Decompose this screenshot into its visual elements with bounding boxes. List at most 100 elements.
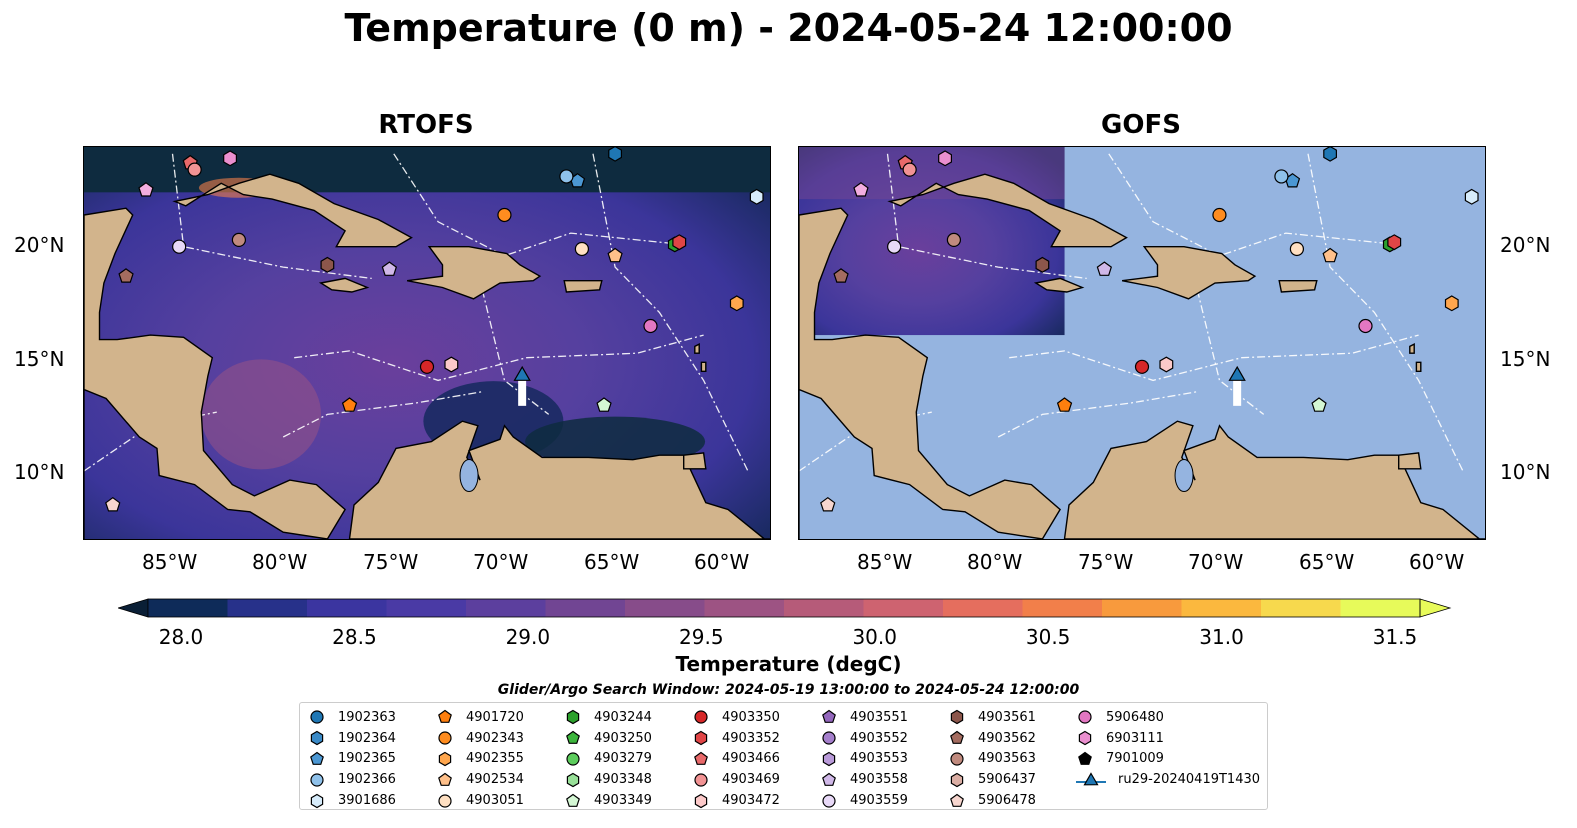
colorbar-tick-label: 31.0 — [1199, 625, 1244, 649]
pentagon-icon — [822, 772, 836, 786]
marker-5906480 — [1358, 318, 1373, 334]
legend-label: 4903469 — [722, 772, 780, 788]
marker-4903349 — [1311, 397, 1327, 412]
circle-icon — [438, 793, 452, 808]
legend-marker — [822, 772, 836, 786]
marker-4902534 — [1322, 247, 1338, 263]
legend-label: 4903562 — [978, 730, 1036, 746]
marker-4903051 — [1289, 241, 1305, 257]
eez-boundary — [282, 391, 483, 438]
colorbar-frame — [147, 598, 1421, 618]
legend-label: 4903551 — [850, 709, 908, 725]
legend-entry: 1902366 — [308, 769, 396, 790]
hexagon-icon — [694, 730, 708, 746]
legend-entry: 4903348 — [564, 769, 652, 790]
legend-label: 1902365 — [338, 751, 396, 767]
legend-entry: 1902365 — [308, 749, 396, 770]
colorbar-tick-label: 30.5 — [1025, 625, 1071, 649]
colorbar-bin — [148, 599, 228, 617]
marker-4903472 — [444, 356, 459, 373]
colorbar-bin — [307, 599, 387, 617]
legend-label: 3901686 — [338, 793, 396, 809]
marker-4903352 — [672, 234, 687, 251]
legend-marker — [950, 730, 964, 745]
colorbar — [116, 597, 1452, 623]
legend-label: 5906480 — [1106, 709, 1164, 725]
colorbar-extend-max — [1419, 598, 1452, 618]
legend-marker — [694, 730, 708, 746]
colorbar-bin — [784, 599, 864, 617]
legend-column: 4901720 4902343 4902355 4902534 4903051 — [436, 707, 524, 811]
eez-boundary — [886, 153, 1087, 280]
marker-4903558 — [381, 261, 398, 276]
pentagon-icon — [694, 751, 708, 765]
legend-entry: 3901686 — [308, 790, 396, 811]
lat-tick-label: 10°N — [14, 460, 65, 484]
marker-4903561 — [1035, 256, 1050, 273]
colorbar-bin — [943, 599, 1023, 617]
legend-label: 4903250 — [594, 730, 652, 746]
pentagon-icon — [310, 751, 324, 765]
land-mass — [1063, 420, 1485, 539]
legend-column: 4903551 4903552 4903553 4903558 4903559 — [820, 707, 908, 811]
lon-tick-label: 70°W — [473, 550, 529, 574]
map-panel-rtofs[interactable] — [83, 146, 771, 540]
legend-entry: 4903558 — [820, 769, 908, 790]
eez-boundary — [481, 289, 550, 415]
legend-label: 4903472 — [722, 793, 780, 809]
colorbar-bin — [863, 599, 944, 617]
colorbar-tick-label: 29.0 — [505, 625, 551, 649]
legend-entry: 1902364 — [308, 728, 396, 749]
legend-label: 4903561 — [978, 709, 1036, 725]
legend-marker — [822, 731, 836, 745]
land-mass — [406, 245, 542, 300]
legend-marker — [1078, 751, 1092, 765]
legend-marker — [822, 793, 836, 808]
marker-4902355 — [1444, 295, 1459, 312]
marker-4903350 — [1134, 359, 1150, 374]
pentagon-icon — [566, 793, 580, 807]
colorbar-bin — [1261, 599, 1341, 617]
map-panel-gofs[interactable] — [798, 146, 1486, 540]
glider-marker — [513, 365, 531, 381]
legend-marker — [566, 710, 580, 725]
lon-tick-label: 65°W — [1299, 550, 1355, 574]
circle-icon — [950, 752, 964, 766]
lon-tick-label: 80°W — [967, 550, 1023, 574]
colorbar-bin — [386, 599, 467, 617]
circle-icon — [566, 752, 580, 766]
legend-label: 1902364 — [338, 730, 396, 746]
legend-label: 4903350 — [722, 709, 780, 725]
lon-tick-label: 75°W — [363, 550, 419, 574]
legend-marker — [1078, 730, 1092, 746]
marker-4903562 — [118, 268, 134, 283]
circle-icon — [310, 710, 324, 724]
colorbar-bin — [227, 599, 308, 617]
land-mass — [683, 452, 707, 470]
legend-column: 4903244 4903250 4903279 4903348 4903349 — [564, 707, 652, 811]
circle-icon — [1078, 710, 1092, 724]
hexagon-icon — [822, 751, 836, 767]
land-mass — [694, 342, 700, 354]
marker-4903349 — [596, 397, 612, 412]
eez-boundary — [1196, 289, 1265, 415]
hexagon-icon — [310, 793, 324, 808]
marker-4903472 — [1159, 356, 1174, 373]
legend-marker — [438, 772, 452, 786]
marker-6903111 — [938, 150, 952, 167]
colorbar-tick-label: 28.0 — [158, 625, 204, 649]
lon-tick-label: 85°W — [857, 550, 913, 574]
legend-entry: 1902363 — [308, 707, 396, 728]
marker-4902534 — [607, 247, 623, 263]
land-mass — [799, 207, 1062, 539]
colorbar-bin — [545, 599, 626, 617]
legend-label: 4903051 — [466, 793, 524, 809]
marker-4903563 — [946, 232, 962, 248]
marker-4903051 — [574, 241, 590, 257]
marker-4903561 — [320, 256, 335, 273]
legend-label: 4902355 — [466, 751, 524, 767]
legend-marker — [950, 710, 964, 725]
warm-patch — [201, 359, 322, 470]
legend-entry: 7901009 — [1076, 749, 1260, 770]
marker-4902343 — [1212, 207, 1227, 223]
